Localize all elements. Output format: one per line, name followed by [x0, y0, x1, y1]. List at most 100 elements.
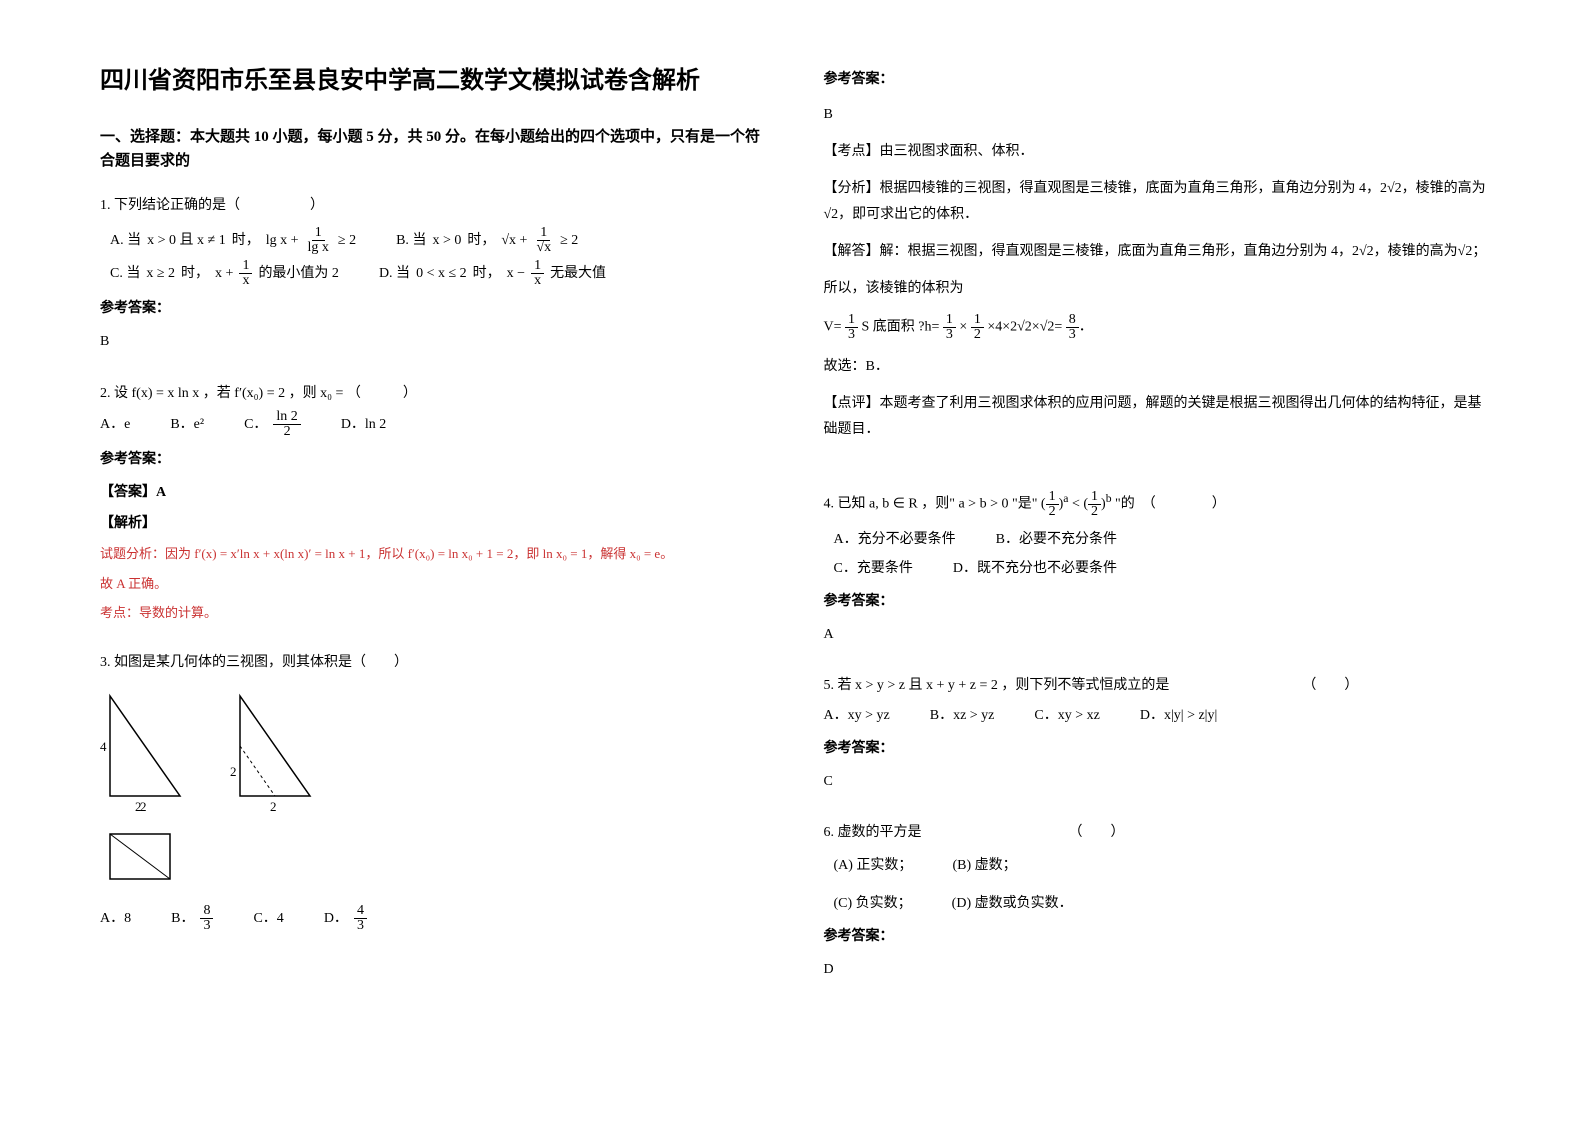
q2-optC-num: ln 2: [273, 410, 300, 425]
q2-optC-label: C．: [244, 412, 267, 437]
q2-ans-tag: 【答案】A: [100, 480, 764, 505]
q4-c2: a > b > 0: [958, 496, 1008, 511]
q4-tail: "的 （ ）: [1115, 496, 1226, 511]
q1-optA-pre: A. 当: [110, 228, 141, 253]
q5-pre: 5. 若: [824, 678, 852, 693]
q4-optB: B．必要不充分条件: [996, 527, 1117, 552]
q1-optC-pre: C. 当: [110, 261, 140, 286]
q2-stem-cond: f′(x₀) = 2: [234, 386, 285, 401]
q3-view2: 2 2: [230, 686, 330, 816]
q3-kd: 【考点】由三视图求面积、体积．: [824, 139, 1488, 164]
q2-optB: B．e²: [170, 412, 204, 437]
q1-optB-pre: B. 当: [396, 228, 426, 253]
q6-options: (A) 正实数； (B) 虚数； (C) 负实数； (D) 虚数或负实数．: [834, 853, 1488, 915]
q3-dp: 【点评】本题考查了利用三视图求体积的应用问题，解题的关键是根据三视图得出几何体的…: [824, 391, 1488, 441]
q2-stem-ask: x₀ =: [320, 386, 343, 401]
q6-optD: (D) 虚数或负实数．: [952, 891, 1073, 916]
q4-pre: 4. 已知: [824, 496, 866, 511]
q4-ans: A: [824, 622, 1488, 647]
section1-header: 一、选择题：本大题共 10 小题，每小题 5 分，共 50 分。在每小题给出的四…: [100, 125, 764, 173]
q4: 4. 已知 a, b ∈ R ，则" a > b > 0 "是" (12)a <…: [824, 488, 1488, 654]
q4-optA: A．充分不必要条件: [834, 527, 956, 552]
q2-optC-den: 2: [281, 425, 294, 439]
q3-optD: D． 43: [324, 904, 367, 933]
q2-analysis1: 试题分析：因为 f′(x) = x′ln x + x(ln x)′ = ln x…: [100, 542, 764, 565]
q3-optB-den: 3: [200, 919, 213, 933]
q2-optA: A．e: [100, 412, 130, 437]
q4-optD: D．既不充分也不必要条件: [953, 556, 1117, 581]
q6-optB: (B) 虚数；: [952, 853, 1016, 878]
q1-optC-cond: x ≥ 2: [146, 261, 175, 286]
q5-optC: C．xy > xz: [1034, 703, 1099, 728]
fig-h: 4: [100, 739, 107, 754]
q3-figure: 4 2 2 2 2: [100, 686, 764, 894]
q3-gx: 故选：B．: [824, 354, 1488, 379]
q1-optA-mid: 时，: [232, 228, 260, 253]
q5-ans: C: [824, 769, 1488, 794]
q2-stem-f: f(x) = x ln x: [132, 386, 200, 401]
q5-optD: D．x|y| > z|y|: [1140, 703, 1217, 728]
q2-jiexi: 【解析】: [100, 511, 764, 536]
q3-stem: 3. 如图是某几何体的三视图，则其体积是（ ）: [100, 650, 764, 675]
svg-text:2: 2: [230, 764, 237, 779]
q6-stem: 6. 虚数的平方是 （ ）: [824, 820, 1488, 845]
q3-v-tail: ×4×2√2×√2=: [987, 320, 1062, 335]
q5-stem: 5. 若 x > y > z 且 x + y + z = 2 ，则下列不等式恒成…: [824, 673, 1488, 698]
q1-optB-cond: x > 0: [432, 228, 461, 253]
q1-ans: B: [100, 329, 764, 354]
q3-jd-vol2: V= 13 S 底面积 ?h= 13 × 12 ×4×2√2×√2= 83．: [824, 313, 1488, 342]
q5-ans-label: 参考答案：: [824, 736, 1488, 761]
q5-optB: B．xz > yz: [930, 703, 995, 728]
q2-stem-m2: ，则: [289, 386, 317, 401]
q6-ans: D: [824, 957, 1488, 982]
q2-analysis2: 故 A 正确。: [100, 572, 764, 595]
q6-optA: (A) 正实数；: [834, 853, 913, 878]
q5: 5. 若 x > y > z 且 x + y + z = 2 ，则下列不等式恒成…: [824, 673, 1488, 800]
q5-tail: ，则下列不等式恒成立的是 （ ）: [1001, 678, 1358, 693]
q2-ans-label: 参考答案：: [100, 447, 764, 472]
q3-fx: 【分析】根据四棱锥的三视图，得直观图是三棱锥，底面为直角三角形，直角边分别为 4…: [824, 176, 1488, 226]
left-column: 四川省资阳市乐至县良安中学高二数学文模拟试卷含解析 一、选择题：本大题共 10 …: [100, 60, 764, 1062]
q3-v-mid: S 底面积 ?h=: [862, 320, 940, 335]
q1-options: A. 当 x > 0 且 x ≠ 1 时， lg x + 1lg x ≥ 2 B…: [110, 226, 764, 288]
q1: 1. 下列结论正确的是（ ） A. 当 x > 0 且 x ≠ 1 时， lg …: [100, 193, 764, 361]
q2-analysis3: 考点：导数的计算。: [100, 601, 764, 624]
q5-cond: x > y > z 且 x + y + z = 2: [855, 678, 998, 693]
q6-ans-label: 参考答案：: [824, 924, 1488, 949]
q6-optC: (C) 负实数；: [834, 891, 912, 916]
q2-stem-m1: ，若: [203, 386, 231, 401]
q5-optA: A．xy > yz: [824, 703, 890, 728]
q4-ans-label: 参考答案：: [824, 589, 1488, 614]
q2-stem: 2. 设 f(x) = x ln x ，若 f′(x₀) = 2 ，则 x₀ =…: [100, 381, 764, 406]
q2-optD: D．ln 2: [341, 412, 387, 437]
q1-stem: 1. 下列结论正确的是（ ）: [100, 193, 764, 218]
right-column: 参考答案： B 【考点】由三视图求面积、体积． 【分析】根据四棱锥的三视图，得直…: [824, 60, 1488, 1062]
q3-options: A．8 B． 83 C．4 D． 43: [100, 904, 764, 933]
q2: 2. 设 f(x) = x ln x ，若 f′(x₀) = 2 ，则 x₀ =…: [100, 381, 764, 631]
q1-ans-label: 参考答案：: [100, 296, 764, 321]
q4-optC: C．充要条件: [834, 556, 913, 581]
q3: 3. 如图是某几何体的三视图，则其体积是（ ） 4 2 2 2 2: [100, 650, 764, 936]
fig-w2: 2: [270, 799, 277, 814]
q2-stem-paren: （ ）: [347, 386, 417, 401]
q1-optD-pre: D. 当: [379, 261, 410, 286]
q4-options: A．充分不必要条件 B．必要不充分条件 C．充要条件 D．既不充分也不必要条件: [834, 527, 1488, 581]
q3-optD-label: D．: [324, 906, 348, 931]
q1-optC-tail: 的最小值为 2: [258, 261, 339, 286]
q3-optB: B． 83: [171, 904, 213, 933]
q2-optC: C． ln 22: [244, 410, 301, 439]
q2-stem-pre: 2. 设: [100, 386, 128, 401]
q4-m1: ，则": [921, 496, 955, 511]
q3-ans-label: 参考答案：: [824, 68, 1488, 88]
q1-optA: A. 当 x > 0 且 x ≠ 1 时， lg x + 1lg x ≥ 2: [110, 226, 356, 255]
q4-c1: a, b ∈ R: [869, 496, 918, 511]
page-title: 四川省资阳市乐至县良安中学高二数学文模拟试卷含解析: [100, 60, 764, 95]
q3-optB-label: B．: [171, 906, 194, 931]
q2-options: A．e B．e² C． ln 22 D．ln 2: [100, 410, 764, 439]
q1-optC-mid: 时，: [181, 261, 209, 286]
q1-optD-cond: 0 < x ≤ 2: [416, 261, 467, 286]
q5-options: A．xy > yz B．xz > yz C．xy > xz D．x|y| > z…: [824, 703, 1488, 728]
q1-optA-cond: x > 0 且 x ≠ 1: [147, 228, 226, 253]
q4-stem: 4. 已知 a, b ∈ R ，则" a > b > 0 "是" (12)a <…: [824, 488, 1488, 519]
q3-optD-den: 3: [354, 919, 367, 933]
